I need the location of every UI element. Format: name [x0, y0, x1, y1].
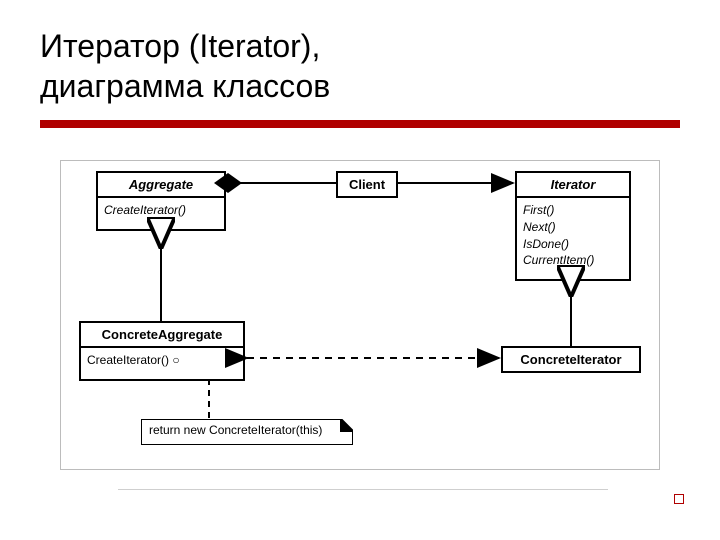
slide-title: Итератор (Iterator), диаграмма классов	[40, 26, 680, 106]
uml-method: First()	[523, 202, 623, 219]
uml-method: CreateIterator()	[104, 202, 218, 219]
slide: Итератор (Iterator), диаграмма классов A…	[0, 0, 720, 540]
title-line-2: диаграмма классов	[40, 66, 680, 106]
uml-class-methods: CreateIterator() ○	[81, 348, 243, 379]
uml-class-name: Client	[338, 173, 396, 196]
uml-diagram: Aggregate CreateIterator() Client Iterat…	[60, 160, 660, 470]
uml-note-text: return new ConcreteIterator(this)	[149, 423, 322, 437]
title-underline	[40, 120, 680, 128]
uml-method: CreateIterator() ○	[87, 352, 237, 369]
uml-method: IsDone()	[523, 236, 623, 253]
corner-square-icon	[674, 494, 684, 504]
uml-class-name: ConcreteIterator	[503, 348, 639, 371]
uml-class-client: Client	[336, 171, 398, 198]
uml-class-aggregate: Aggregate CreateIterator()	[96, 171, 226, 231]
uml-class-concrete-aggregate: ConcreteAggregate CreateIterator() ○	[79, 321, 245, 381]
uml-class-iterator: Iterator First() Next() IsDone() Current…	[515, 171, 631, 281]
uml-method: Next()	[523, 219, 623, 236]
uml-class-name: ConcreteAggregate	[81, 323, 243, 348]
uml-class-methods: CreateIterator()	[98, 198, 224, 229]
uml-method: CurrentItem()	[523, 252, 623, 269]
bottom-rule	[118, 489, 608, 490]
uml-class-name: Aggregate	[98, 173, 224, 198]
uml-class-name: Iterator	[517, 173, 629, 198]
title-line-1: Итератор (Iterator),	[40, 26, 680, 66]
uml-class-concrete-iterator: ConcreteIterator	[501, 346, 641, 373]
uml-note: return new ConcreteIterator(this)	[141, 419, 353, 445]
uml-class-methods: First() Next() IsDone() CurrentItem()	[517, 198, 629, 279]
